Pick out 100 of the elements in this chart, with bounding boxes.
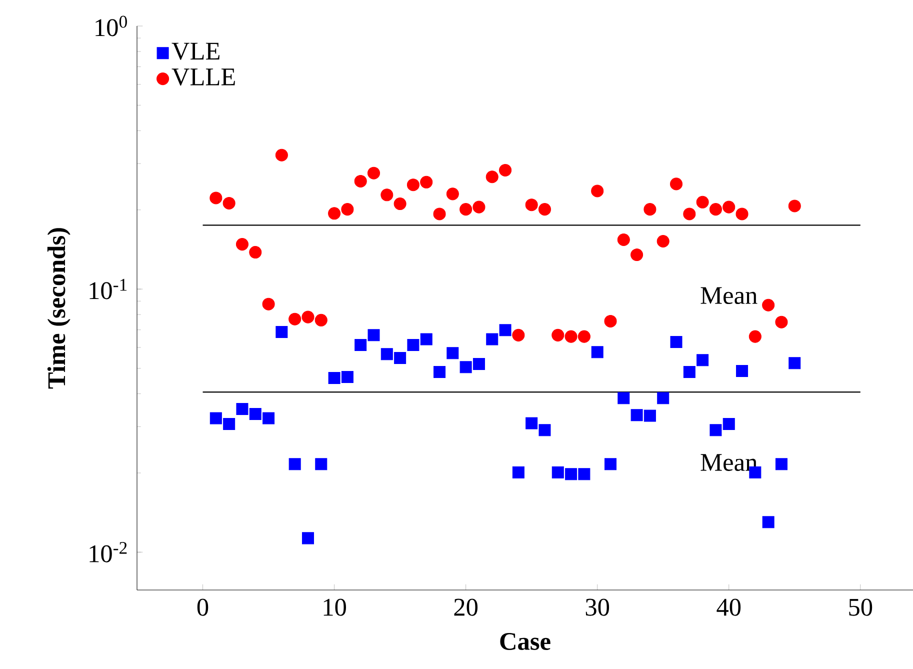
point <box>380 188 394 202</box>
point <box>709 203 722 216</box>
x-axis-title: Case <box>500 632 550 650</box>
point <box>380 348 393 360</box>
point <box>683 208 696 220</box>
point <box>341 203 354 216</box>
point <box>670 178 683 190</box>
point <box>302 532 314 544</box>
point <box>630 409 643 422</box>
point <box>315 458 328 470</box>
point <box>420 176 433 188</box>
point <box>328 372 340 384</box>
ref-line-label: Mean <box>700 287 758 304</box>
y-tick-label: 10$^{0}$ <box>96 16 127 36</box>
point <box>722 418 735 430</box>
point <box>762 516 774 528</box>
point <box>394 198 406 210</box>
point <box>526 417 538 430</box>
point <box>262 298 275 310</box>
point <box>262 412 275 424</box>
point <box>604 458 616 470</box>
point <box>314 314 328 326</box>
point <box>472 200 486 214</box>
x-tick-label: 20 <box>454 598 478 616</box>
point <box>683 366 696 378</box>
point <box>302 310 314 324</box>
point <box>367 166 380 180</box>
point <box>275 148 288 162</box>
point <box>657 392 670 404</box>
point <box>564 330 578 343</box>
point <box>420 333 432 346</box>
x-tick-label: 40 <box>716 598 741 616</box>
point <box>775 316 788 328</box>
point <box>486 170 498 184</box>
point <box>446 188 459 200</box>
point <box>433 208 446 220</box>
y-axis-title: Time (seconds) <box>47 228 70 389</box>
point <box>538 203 552 216</box>
point <box>394 352 406 364</box>
x-tick-label: 50 <box>849 598 872 616</box>
point <box>696 354 709 366</box>
point <box>788 357 801 370</box>
point <box>512 466 524 478</box>
point <box>722 200 736 214</box>
point <box>525 198 538 212</box>
ref-line-label: Mean <box>700 454 758 471</box>
point <box>591 184 604 198</box>
point <box>762 298 775 312</box>
x-tick-label: 30 <box>586 598 610 616</box>
point <box>249 246 262 259</box>
point <box>288 458 301 470</box>
point <box>276 326 288 338</box>
point <box>565 468 578 480</box>
point <box>368 329 380 342</box>
point <box>499 164 512 177</box>
point <box>328 207 341 220</box>
point <box>710 424 722 436</box>
point <box>538 424 551 436</box>
x-tick-label: 10 <box>324 598 346 616</box>
point <box>406 178 420 192</box>
point <box>775 458 788 470</box>
point <box>223 418 236 430</box>
point <box>617 233 630 246</box>
legend-label: VLLE <box>172 68 235 86</box>
point <box>578 468 590 480</box>
point <box>499 324 512 336</box>
point <box>341 371 354 384</box>
point <box>210 412 222 424</box>
point <box>696 196 709 208</box>
y-tick-label: 10$^{-2}$ <box>90 542 127 562</box>
point <box>644 203 656 216</box>
point <box>656 234 670 248</box>
point <box>788 200 801 212</box>
y-tick-label: 10$^{-1}$ <box>90 278 127 300</box>
point <box>748 330 762 343</box>
point <box>460 203 472 216</box>
point <box>249 408 262 420</box>
point <box>736 208 748 220</box>
point <box>354 174 367 188</box>
point <box>552 466 564 478</box>
point <box>472 358 485 370</box>
point <box>604 314 617 328</box>
point <box>210 192 222 204</box>
point <box>288 312 302 326</box>
point <box>644 410 656 422</box>
point <box>512 328 525 342</box>
point <box>486 333 498 346</box>
point <box>578 330 590 343</box>
point <box>222 196 236 210</box>
point <box>434 366 446 378</box>
point <box>354 338 367 352</box>
point <box>446 347 459 360</box>
point <box>460 361 472 374</box>
point <box>407 338 420 352</box>
point <box>630 248 644 262</box>
point <box>670 336 682 348</box>
point <box>591 346 604 358</box>
x-tick-label: 0 <box>197 598 208 616</box>
point <box>236 403 248 416</box>
point <box>236 238 248 251</box>
